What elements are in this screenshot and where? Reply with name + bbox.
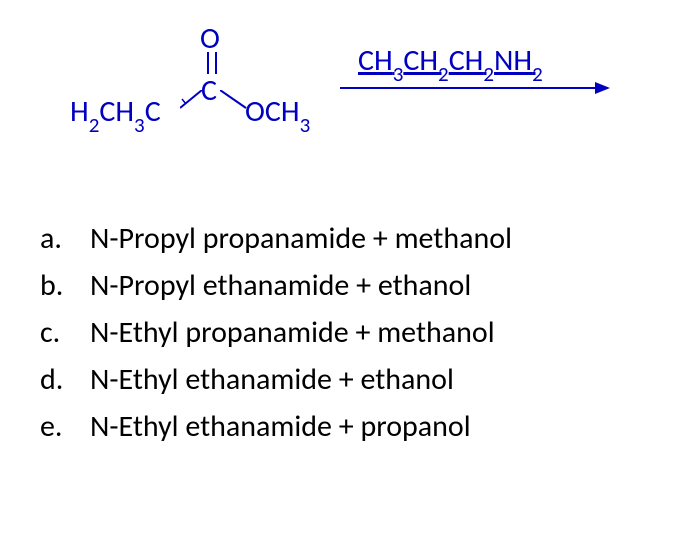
txt: H	[70, 93, 89, 130]
s: 2	[532, 61, 543, 87]
t: CH	[403, 42, 438, 79]
sub: 2	[89, 112, 100, 138]
answer-list: a. N-Propyl propanamide + methanol b. N-…	[40, 220, 640, 455]
t: CH	[449, 42, 484, 79]
reactant-left-group: H2CH3C	[70, 93, 161, 134]
answer-text: N-Propyl propanamide + methanol	[90, 220, 512, 257]
reagent-label: CH3CH2CH2NH2	[358, 42, 543, 83]
answer-text: N-Propyl ethanamide + ethanol	[90, 267, 471, 304]
txt: OCH	[245, 93, 300, 130]
answer-label: c.	[40, 314, 90, 351]
left-bond-icon	[180, 90, 205, 110]
answer-item: c. N-Ethyl propanamide + methanol	[40, 314, 640, 351]
sub: 3	[300, 112, 311, 138]
answer-item: e. N-Ethyl ethanamide + propanol	[40, 408, 640, 445]
answer-label: e.	[40, 408, 90, 445]
t: NH	[494, 42, 532, 79]
reaction-diagram: O C H2CH3C OCH3 CH3CH2CH2NH2	[70, 30, 630, 150]
answer-item: d. N-Ethyl ethanamide + ethanol	[40, 361, 640, 398]
t: CH	[358, 42, 393, 79]
answer-label: d.	[40, 361, 90, 398]
answer-item: a. N-Propyl propanamide + methanol	[40, 220, 640, 257]
s: 3	[393, 61, 404, 87]
txt: CH	[99, 93, 134, 130]
answer-label: b.	[40, 267, 90, 304]
answer-text: N-Ethyl propanamide + methanol	[90, 314, 495, 351]
reactant-right-group: OCH3	[245, 93, 310, 134]
answer-text: N-Ethyl ethanamide + ethanol	[90, 361, 454, 398]
answer-label: a.	[40, 220, 90, 257]
answer-text: N-Ethyl ethanamide + propanol	[90, 408, 471, 445]
sub: 3	[134, 112, 145, 138]
double-bond-icon	[204, 52, 220, 74]
answer-item: b. N-Propyl ethanamide + ethanol	[40, 267, 640, 304]
right-bond-icon	[220, 90, 248, 110]
s: 2	[438, 61, 449, 87]
txt: C	[145, 93, 161, 130]
s: 2	[483, 61, 494, 87]
